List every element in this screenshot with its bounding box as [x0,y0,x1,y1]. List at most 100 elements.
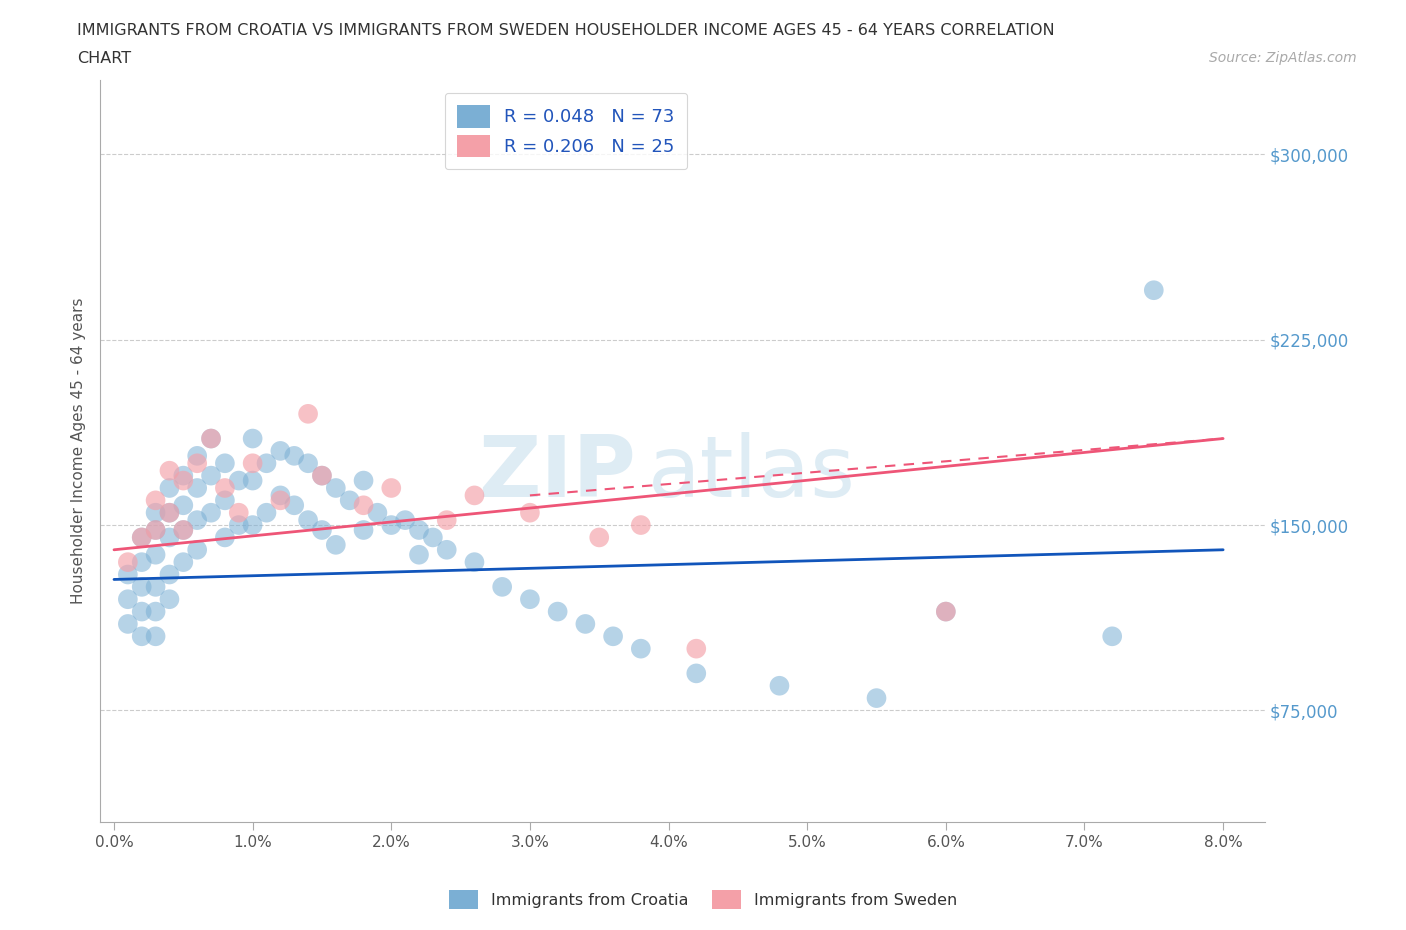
Text: Source: ZipAtlas.com: Source: ZipAtlas.com [1209,51,1357,65]
Point [214,530,236,545]
Point [935,604,957,619]
Point [228,473,250,488]
Point [200,432,222,446]
Point [186,448,208,463]
Point [172,473,194,488]
Point [228,505,250,520]
Point [408,523,430,538]
Text: IMMIGRANTS FROM CROATIA VS IMMIGRANTS FROM SWEDEN HOUSEHOLDER INCOME AGES 45 - 6: IMMIGRANTS FROM CROATIA VS IMMIGRANTS FR… [77,23,1054,38]
Point [380,481,402,496]
Point [408,547,430,562]
Legend: Immigrants from Croatia, Immigrants from Sweden: Immigrants from Croatia, Immigrants from… [441,882,965,917]
Point [519,505,541,520]
Point [1101,629,1123,644]
Point [214,493,236,508]
Point [131,579,153,594]
Point [436,512,458,527]
Point [311,523,333,538]
Point [297,406,319,421]
Point [297,512,319,527]
Legend: R = 0.048   N = 73, R = 0.206   N = 25: R = 0.048 N = 73, R = 0.206 N = 25 [444,93,688,169]
Point [186,456,208,471]
Point [325,481,347,496]
Point [131,530,153,545]
Point [463,554,485,569]
Point [325,538,347,552]
Point [186,542,208,557]
Point [159,530,181,545]
Point [630,641,652,656]
Point [159,505,181,520]
Point [131,530,153,545]
Point [145,579,167,594]
Point [935,604,957,619]
Point [159,567,181,582]
Point [380,518,402,533]
Point [117,567,139,582]
Point [145,523,167,538]
Point [491,579,513,594]
Point [256,456,278,471]
Point [200,432,222,446]
Point [117,554,139,569]
Point [269,444,291,458]
Point [172,468,194,483]
Point [256,505,278,520]
Point [463,488,485,503]
Point [339,493,361,508]
Point [242,432,264,446]
Point [159,481,181,496]
Point [353,498,375,512]
Point [297,456,319,471]
Text: CHART: CHART [77,51,131,66]
Point [131,604,153,619]
Point [228,518,250,533]
Point [145,523,167,538]
Y-axis label: Householder Income Ages 45 - 64 years: Householder Income Ages 45 - 64 years [72,298,86,604]
Point [269,493,291,508]
Point [159,505,181,520]
Point [200,505,222,520]
Point [865,691,887,706]
Point [242,456,264,471]
Point [283,498,305,512]
Point [145,604,167,619]
Point [422,530,444,545]
Point [145,629,167,644]
Point [353,473,375,488]
Point [768,678,790,693]
Point [117,591,139,606]
Point [602,629,624,644]
Point [131,554,153,569]
Point [172,554,194,569]
Point [145,547,167,562]
Point [214,456,236,471]
Point [588,530,610,545]
Point [685,666,707,681]
Point [436,542,458,557]
Point [159,591,181,606]
Point [172,498,194,512]
Point [131,629,153,644]
Point [159,463,181,478]
Point [547,604,569,619]
Point [172,523,194,538]
Point [242,473,264,488]
Text: atlas: atlas [648,432,855,514]
Point [214,481,236,496]
Point [366,505,388,520]
Point [630,518,652,533]
Point [519,591,541,606]
Point [685,641,707,656]
Point [145,493,167,508]
Point [311,468,333,483]
Text: ZIP: ZIP [478,432,636,514]
Point [574,617,596,631]
Point [394,512,416,527]
Point [186,512,208,527]
Point [172,523,194,538]
Point [283,448,305,463]
Point [200,468,222,483]
Point [242,518,264,533]
Point [117,617,139,631]
